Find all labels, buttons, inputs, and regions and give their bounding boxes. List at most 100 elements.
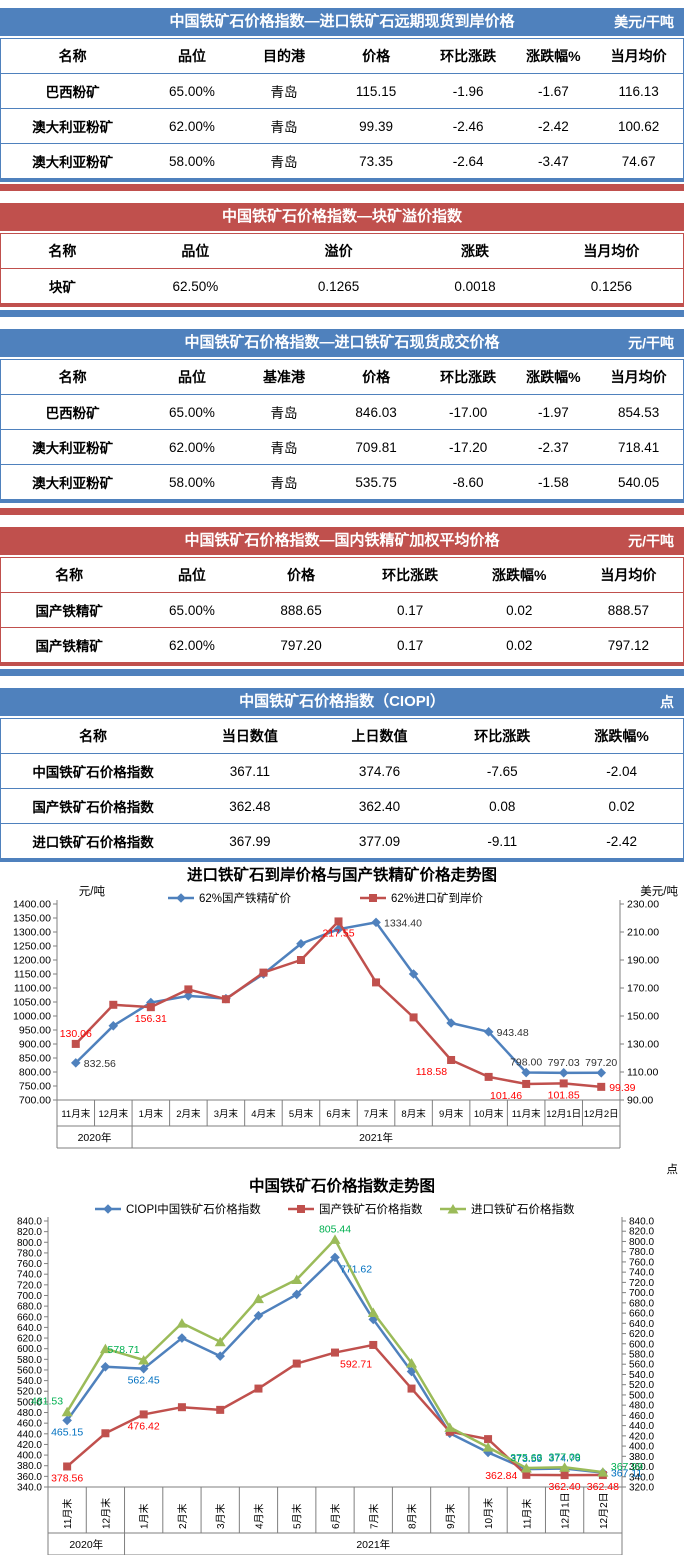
column-header: 当日数值	[221, 728, 278, 744]
right-axis-tick-label: 460.0	[629, 1411, 654, 1422]
column-header: 品位	[177, 567, 206, 583]
table-top-accent-bar	[0, 310, 684, 317]
cell: 国产铁精矿	[35, 604, 103, 619]
left-axis-tick-label: 750.00	[19, 1081, 51, 1093]
legend-label: 进口铁矿石价格指数	[471, 1202, 575, 1216]
data-point-label: 771.62	[340, 1263, 372, 1275]
right-axis-unit: 点	[667, 1163, 679, 1176]
right-axis-tick-label: 720.0	[629, 1278, 654, 1289]
cell: 374.76	[358, 763, 401, 779]
right-axis-tick-label: 320.0	[629, 1483, 654, 1494]
x-axis-category-label: 9月末	[439, 1108, 464, 1120]
left-axis-tick-label: 520.0	[17, 1387, 42, 1398]
left-axis-tick-label: 700.0	[17, 1291, 42, 1302]
right-axis-tick-label: 800.0	[629, 1237, 654, 1248]
cell: 青岛	[270, 155, 298, 170]
cell: 797.20	[280, 637, 322, 653]
cell: 540.05	[617, 474, 660, 490]
x-axis-category-label: 7月末	[367, 1503, 380, 1529]
data-point-label: 797.03	[548, 1057, 580, 1069]
left-axis-tick-label: 760.0	[17, 1259, 42, 1270]
right-axis-tick-label: 90.00	[627, 1095, 653, 1107]
x-axis-category-label: 1月末	[139, 1108, 164, 1120]
right-axis-tick-label: 340.0	[629, 1472, 654, 1483]
legend-label: CIOPI中国铁矿石价格指数	[126, 1202, 261, 1216]
right-axis-tick-label: 210.00	[627, 927, 659, 939]
cell: 0.0018	[454, 278, 496, 294]
right-axis-tick-label: 600.0	[629, 1339, 654, 1350]
table-header-row: 名称 品位 目的港 价格 环比涨跌 涨跌幅% 当月均价	[1, 39, 683, 73]
table-row: 巴西粉矿 65.00% 青岛 115.15 -1.96 -1.67 116.13	[1, 73, 683, 108]
x-axis-category-label: 6月末	[326, 1108, 351, 1120]
left-axis-tick-label: 800.00	[19, 1067, 51, 1079]
x-axis-category-label: 4月末	[251, 1108, 276, 1120]
right-axis-tick-label: 110.00	[627, 1067, 658, 1079]
cell: 65.00%	[169, 83, 215, 99]
left-axis-tick-label: 780.0	[17, 1248, 42, 1259]
left-axis-tick-label: 480.0	[17, 1408, 42, 1419]
data-point-label: 378.56	[51, 1472, 83, 1484]
cell: -2.46	[452, 118, 484, 134]
right-axis-unit: 美元/吨	[640, 884, 678, 898]
series-line	[66, 1256, 603, 1474]
right-axis-tick-label: 780.0	[629, 1247, 654, 1258]
chart-title: 中国铁矿石价格指数走势图	[249, 1176, 435, 1195]
cell: 888.57	[607, 602, 650, 618]
x-axis-category-label: 8月末	[406, 1503, 419, 1529]
table-title: 中国铁矿石价格指数—进口铁矿石远期现货到岸价格 美元/干吨	[0, 8, 684, 36]
cell: 0.17	[397, 602, 424, 618]
right-axis-tick-label: 480.0	[629, 1401, 654, 1412]
right-axis-tick-label: 420.0	[629, 1431, 654, 1442]
table-header-row: 名称 品位 基准港 价格 环比涨跌 涨跌幅% 当月均价	[1, 360, 683, 394]
left-axis-tick-label: 600.0	[17, 1344, 42, 1355]
x-axis-year-group-label: 2021年	[356, 1538, 390, 1551]
cell: -2.04	[606, 763, 637, 779]
data-point-label: 465.15	[51, 1426, 83, 1438]
table-header-row: 名称 当日数值 上日数值 环比涨跌 涨跌幅%	[1, 719, 683, 753]
right-axis-tick-label: 230.00	[627, 899, 659, 911]
table-title: 中国铁矿石价格指数—进口铁矿石现货成交价格 元/干吨	[0, 329, 684, 357]
cell: 62.00%	[169, 439, 215, 455]
column-header: 名称	[58, 369, 87, 385]
column-header: 环比涨跌	[440, 48, 497, 64]
legend-label: 62%进口矿到岸价	[391, 892, 484, 905]
legend-label: 国产铁矿石价格指数	[319, 1202, 423, 1216]
left-axis-tick-label: 500.0	[17, 1397, 42, 1408]
data-point-label: 156.31	[135, 1013, 167, 1025]
table-header-row: 名称 品位 价格 环比涨跌 涨跌幅% 当月均价	[1, 558, 683, 592]
cell: 367.99	[229, 833, 271, 849]
column-header: 环比涨跌	[440, 369, 497, 385]
cell: -3.47	[537, 153, 569, 169]
cell: 0.02	[506, 602, 533, 618]
data-point-label: 362.40	[549, 1481, 581, 1493]
right-axis-tick-label: 500.0	[629, 1390, 654, 1401]
left-axis-tick-label: 1000.00	[13, 1011, 51, 1023]
cell: -2.64	[452, 153, 484, 169]
right-axis-tick-label: 680.0	[629, 1298, 654, 1309]
table-title-text: 中国铁矿石价格指数—国内铁精矿加权平均价格	[184, 532, 500, 549]
left-axis-tick-label: 420.0	[17, 1440, 42, 1451]
data-point-label: 101.46	[490, 1090, 522, 1102]
x-axis-category-label: 1月末	[138, 1503, 151, 1529]
table-row: 块矿 62.50% 0.1265 0.0018 0.1256	[1, 268, 683, 303]
right-axis-tick-label: 360.0	[629, 1462, 654, 1473]
left-axis-tick-label: 1050.00	[13, 997, 51, 1009]
cell: 709.81	[355, 439, 397, 455]
cell: 888.65	[280, 602, 322, 618]
data-point-label: 805.44	[319, 1223, 351, 1235]
data-point-label: 99.39	[609, 1082, 635, 1094]
left-axis-tick-label: 1300.00	[13, 927, 51, 939]
column-header: 上日数值	[351, 728, 408, 744]
x-axis-category-label: 11月末	[512, 1108, 541, 1120]
right-axis-tick-label: 520.0	[629, 1380, 654, 1391]
cell: 58.00%	[169, 153, 215, 169]
right-axis-tick-label: 440.0	[629, 1421, 654, 1432]
left-axis-tick-label: 1350.00	[13, 913, 51, 925]
data-point-label: 118.58	[416, 1066, 447, 1078]
left-axis-tick-label: 820.0	[17, 1227, 42, 1238]
x-axis-category-label: 12月1日	[560, 1492, 572, 1529]
chart-svg-1: 中国铁矿石价格指数走势图 点 CIOPI中国铁矿石价格指数 国产铁矿石价格指数 进口铁矿…	[17, 1163, 679, 1556]
left-axis-tick-label: 1400.00	[13, 899, 51, 911]
table-top-accent-bar	[0, 669, 684, 676]
cell: 巴西粉矿	[45, 406, 100, 421]
